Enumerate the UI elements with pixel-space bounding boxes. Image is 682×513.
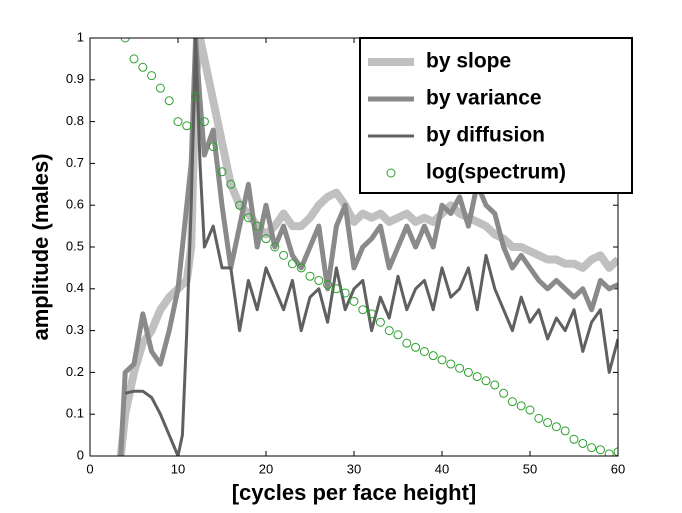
legend-text: by variance [426, 87, 542, 110]
marker [560, 426, 570, 436]
marker [173, 117, 183, 127]
y-tick-label: 0.2 [66, 364, 84, 379]
marker [305, 271, 315, 281]
marker [120, 38, 130, 43]
legend-text: by slope [426, 50, 511, 73]
marker [587, 443, 597, 453]
marker [331, 284, 341, 294]
y-tick-label: 0.1 [66, 406, 84, 421]
marker [428, 351, 438, 361]
marker [402, 338, 412, 348]
marker [155, 83, 165, 93]
x-tick-label: 40 [435, 461, 449, 476]
marker [437, 355, 447, 365]
marker [411, 342, 421, 352]
marker [613, 447, 618, 456]
marker [551, 422, 561, 432]
marker [481, 376, 491, 386]
x-tick-label: 60 [611, 461, 625, 476]
marker [279, 250, 289, 260]
y-tick-label: 0.4 [66, 280, 84, 295]
marker [569, 434, 579, 444]
y-tick-label: 0.8 [66, 113, 84, 128]
marker [287, 259, 297, 269]
marker [270, 242, 280, 252]
y-tick-label: 1 [77, 29, 84, 44]
marker [578, 438, 588, 448]
marker [226, 179, 236, 189]
line [124, 38, 618, 456]
marker [349, 296, 359, 306]
marker [164, 96, 174, 106]
y-tick-label: 0.7 [66, 155, 84, 170]
marker [516, 401, 526, 411]
marker [340, 288, 350, 298]
x-tick-label: 20 [259, 461, 273, 476]
plot-frame [89, 37, 619, 457]
marker [463, 367, 473, 377]
marker [314, 275, 324, 285]
marker [446, 359, 456, 369]
marker [191, 92, 201, 102]
y-tick-label: 0 [77, 447, 84, 462]
legend-text: log(spectrum) [426, 161, 566, 184]
marker [296, 263, 306, 273]
marker [455, 363, 465, 373]
marker [604, 449, 614, 456]
marker [129, 54, 139, 64]
marker [472, 372, 482, 382]
legend-marker [386, 168, 396, 178]
marker [507, 397, 517, 407]
marker [147, 71, 157, 81]
marker [490, 380, 500, 390]
x-tick-label: 0 [86, 461, 93, 476]
marker [261, 234, 271, 244]
marker [419, 347, 429, 356]
x-tick-label: 50 [523, 461, 537, 476]
marker [217, 167, 227, 177]
y-tick-label: 0.3 [66, 322, 84, 337]
marker [367, 309, 377, 319]
marker [235, 200, 245, 210]
x-tick-label: 10 [171, 461, 185, 476]
y-tick-label: 0.6 [66, 197, 84, 212]
marker [384, 326, 394, 336]
marker [323, 280, 333, 290]
plot-area [116, 38, 618, 456]
x-tick-label: 30 [347, 461, 361, 476]
marker [595, 445, 605, 455]
x-axis-label: [cycles per face height] [232, 480, 477, 505]
marker [375, 317, 385, 327]
marker [534, 413, 544, 423]
marker [358, 305, 368, 315]
marker [182, 121, 192, 131]
marker [138, 62, 148, 72]
marker [393, 330, 403, 340]
legend-text: by diffusion [426, 124, 545, 147]
y-tick-label: 0.9 [66, 71, 84, 86]
marker [252, 221, 262, 231]
marker [499, 388, 509, 398]
y-axis-label: amplitude (males) [28, 153, 53, 340]
marker [243, 213, 253, 223]
marker [199, 117, 209, 127]
y-tick-label: 0.5 [66, 238, 84, 253]
marker [525, 405, 535, 415]
marker [543, 418, 553, 428]
marker [208, 142, 218, 152]
